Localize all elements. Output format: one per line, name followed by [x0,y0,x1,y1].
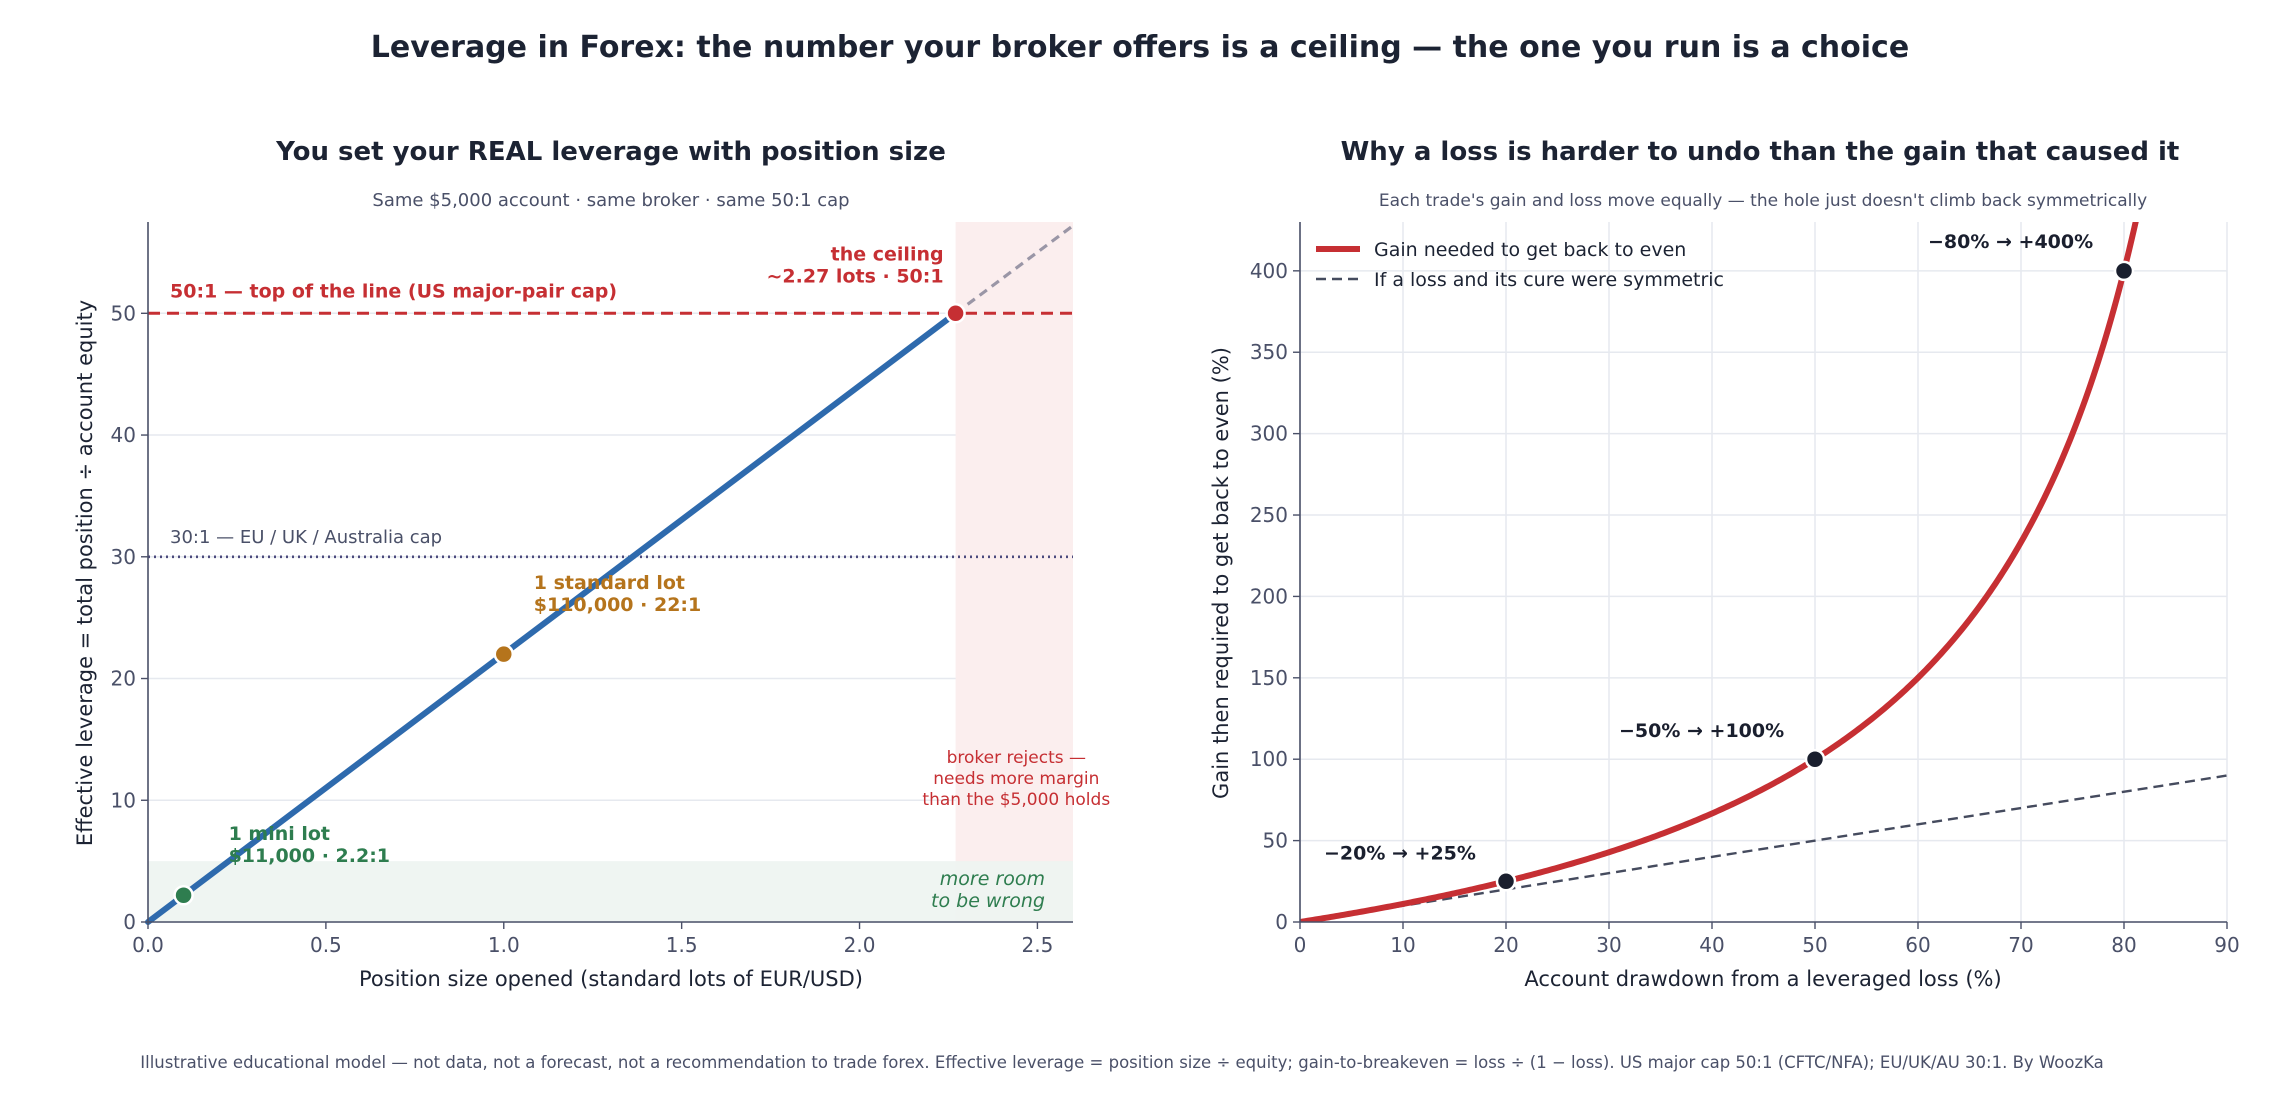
ceiling-label: the ceiling ~2.27 lots · 50:1 [767,243,944,287]
right-chart: Why a loss is harder to undo than the ga… [1209,137,2240,991]
room-zone-label: more room to be wrong [931,868,1045,912]
right-y-tick-label: 400 [1250,259,1288,283]
mini-lot-label: 1 mini lot $11,000 · 2.2:1 [229,823,390,867]
breakeven-point [2113,260,2135,282]
cap-50-label: 50:1 — top of the line (US major-pair ca… [170,280,617,302]
right-x-tick-label: 70 [2008,933,2033,957]
left-y-tick-label: 20 [111,667,136,691]
left-x-axis-label: Position size opened (standard lots of E… [359,967,863,991]
figure-title: Leverage in Forex: the number your broke… [371,30,1909,65]
left-y-tick-label: 30 [111,545,136,569]
left-x-tick-label: 1.5 [666,933,698,957]
right-y-tick-label: 200 [1250,584,1288,608]
left-x-tick-label: 0.5 [310,933,342,957]
right-x-tick-label: 40 [1699,933,1724,957]
right-x-axis-label: Account drawdown from a leveraged loss (… [1524,967,2001,991]
left-chart-subtitle: Same $5,000 account · same broker · same… [372,190,849,211]
breakeven-point-label: −80% → +400% [1928,231,2093,253]
right-x-tick-label: 0 [1294,933,1307,957]
breakeven-point-label: −50% → +100% [1619,720,1784,742]
left-x-tick-label: 2.5 [1022,933,1054,957]
ceiling-point [945,303,966,324]
right-y-tick-label: 50 [1263,829,1288,853]
breakeven-point [1804,748,1826,770]
mini-point [173,884,194,906]
left-y-tick-label: 0 [123,910,136,934]
left-x-tick-label: 2.0 [844,933,876,957]
breakeven-point-label: −20% → +25% [1324,842,1476,864]
left-x-tick-label: 1.0 [488,933,520,957]
right-y-tick-label: 350 [1250,340,1288,364]
room-zone-band [148,861,1073,922]
legend-label-symmetric: If a loss and its cure were symmetric [1374,269,1724,291]
left-chart: You set your REAL leverage with position… [73,137,1110,991]
right-x-tick-label: 80 [2111,933,2136,957]
right-y-tick-label: 250 [1250,503,1288,527]
left-y-axis-label: Effective leverage = total position ÷ ac… [73,300,97,846]
reject-zone-band [955,222,1073,922]
legend-label-breakeven: Gain needed to get back to even [1374,239,1686,261]
reject-zone-label: broker rejects — needs more margin than th… [922,748,1110,810]
symmetric-line [1300,774,2227,922]
right-plot-area: 0 10 20 30 40 50 60 70 80 90 0 50 100 150 200 250 300 350… [1250,222,2240,957]
standard-lot-label: 1 standard lot $110,000 · 22:1 [534,572,701,616]
footer-note: Illustrative educational model — not dat… [140,1053,2104,1072]
left-y-tick-label: 50 [111,301,136,325]
left-x-tick-label: 0.0 [132,933,164,957]
right-y-axis-label: Gain then required to get back to even (… [1209,347,1233,799]
right-x-tick-label: 30 [1596,933,1621,957]
left-y-tick-label: 10 [111,788,136,812]
right-x-tick-label: 50 [1802,933,1827,957]
breakeven-point [1495,871,1517,892]
leverage-line [145,310,959,925]
leverage-line-dashed [954,224,1074,315]
right-x-tick-label: 20 [1493,933,1518,957]
left-y-tick-label: 40 [111,423,136,447]
left-plot-area: 50:1 — top of the line (US major-pair ca… [111,222,1110,957]
right-x-tick-label: 90 [2214,933,2239,957]
right-chart-subtitle: Each trade's gain and loss move equally … [1379,191,2147,211]
breakeven-curve [1300,222,2139,922]
right-y-tick-label: 150 [1250,666,1288,690]
left-chart-title: You set your REAL leverage with position… [275,137,946,167]
cap-30-label: 30:1 — EU / UK / Australia cap [170,527,442,548]
right-y-tick-label: 300 [1250,422,1288,446]
right-y-tick-label: 0 [1275,910,1288,934]
right-x-tick-label: 60 [1905,933,1930,957]
right-y-tick-label: 100 [1250,747,1288,771]
right-x-tick-label: 10 [1390,933,1415,957]
standard-point [493,643,515,665]
right-chart-title: Why a loss is harder to undo than the ga… [1341,137,2180,167]
